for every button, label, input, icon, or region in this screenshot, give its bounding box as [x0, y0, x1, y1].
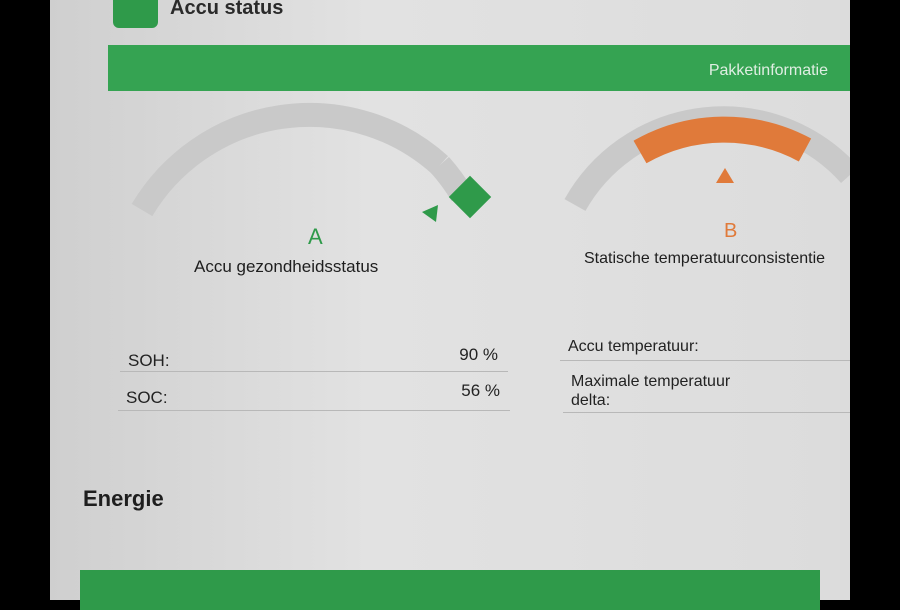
soh-label: SOH:	[128, 351, 170, 370]
table-row: Accu temperatuur:	[560, 335, 850, 361]
table-row: Maximale temperatuur delta:	[563, 368, 850, 413]
band-label: Pakketinformatie	[708, 62, 828, 79]
energie-header-band	[80, 570, 820, 610]
table-row: SOH: 90 %	[120, 345, 508, 372]
table-row: SOC: 56 %	[118, 378, 510, 411]
left-bezel	[0, 0, 50, 600]
health-label: Accu gezondheidsstatus	[194, 257, 379, 276]
app-logo	[113, 0, 158, 28]
temp-label: Statische temperatuurconsistentie	[584, 250, 826, 267]
health-gauge-track	[131, 102, 449, 217]
soc-label: SOC:	[126, 388, 168, 407]
accu-temp-label: Accu temperatuur:	[568, 338, 699, 355]
health-pointer-icon	[422, 205, 438, 222]
right-bezel	[850, 0, 900, 600]
max-temp-delta-label: Maximale temperatuur delta:	[571, 373, 731, 409]
health-gauge-marker	[448, 175, 492, 219]
temp-grade: B	[724, 220, 738, 242]
temp-gauge-orange-segment	[633, 116, 812, 164]
health-grade: A	[308, 224, 323, 249]
temp-pointer-icon	[716, 168, 734, 183]
report-screen: Accu status Pakketinformatie	[50, 0, 850, 600]
section-header-band: Pakketinformatie	[108, 45, 850, 91]
section-title-energie: Energie	[83, 486, 164, 511]
page-title: Accu status	[170, 0, 284, 19]
soc-value: 56 %	[461, 381, 500, 400]
soh-value: 90 %	[459, 345, 498, 364]
